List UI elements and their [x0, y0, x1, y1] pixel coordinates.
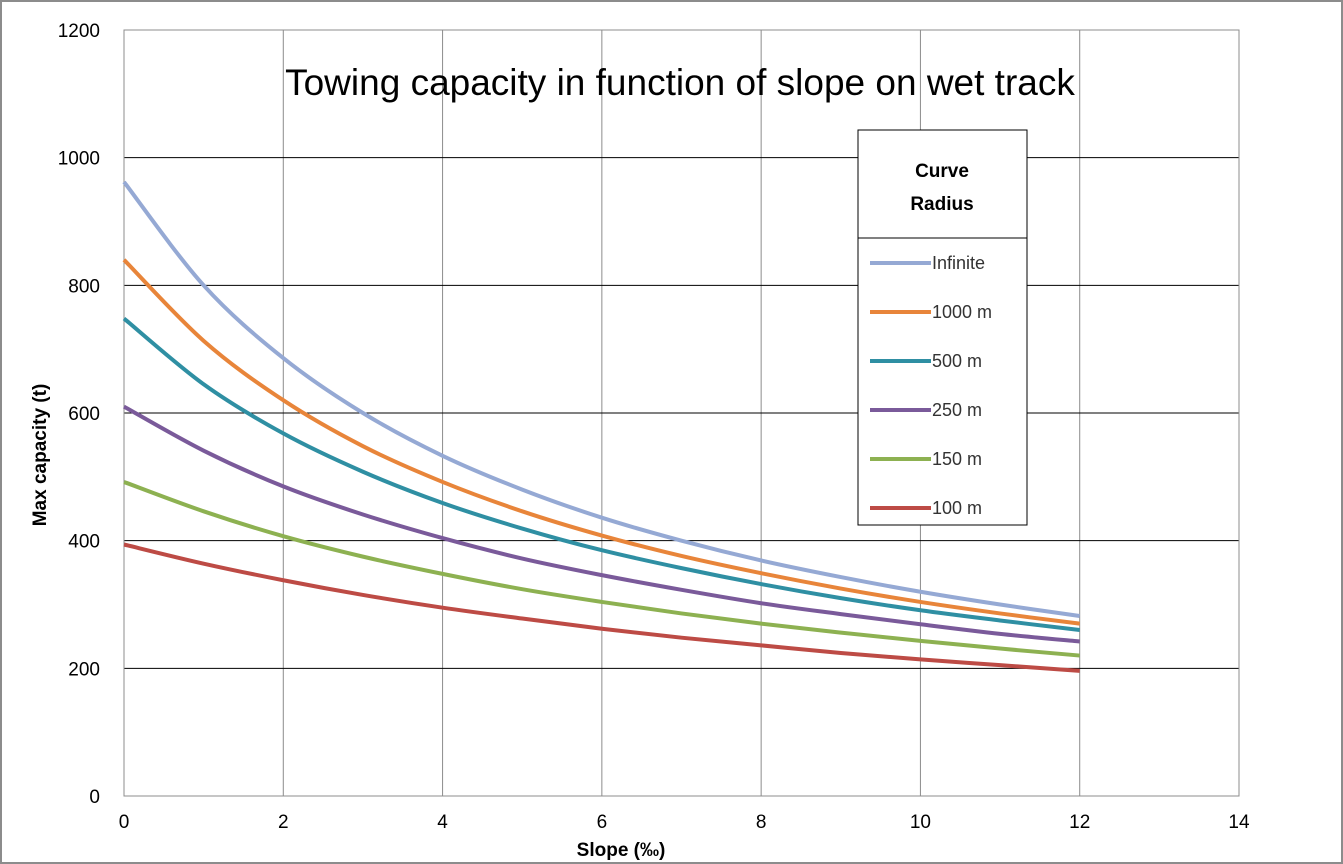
series-lines — [122, 180, 1080, 673]
x-tick-label: 6 — [597, 812, 608, 833]
series-line-1 — [122, 258, 1080, 626]
series-line-2 — [122, 316, 1080, 633]
x-tick-label: 12 — [1069, 812, 1090, 833]
legend-items: Infinite 1000 m 500 m 250 m 150 m 100 m — [870, 253, 992, 518]
plot-area-border — [123, 29, 1240, 797]
series-line-4 — [123, 480, 1080, 658]
x-tick-label: 8 — [756, 812, 767, 833]
x-tick-label: 0 — [119, 812, 130, 833]
chart-title: Towing capacity in function of slope on … — [285, 62, 1075, 103]
y-tick-label: 400 — [68, 532, 100, 553]
series-line-0 — [122, 180, 1080, 618]
x-tick-label: 10 — [910, 812, 931, 833]
x-axis-ticks: 0 2 4 6 8 10 12 14 — [119, 812, 1250, 833]
y-tick-label: 1000 — [58, 149, 100, 170]
y-axis-ticks: 0 200 400 600 800 1000 1200 — [58, 21, 100, 808]
legend-items-box — [857, 237, 1028, 526]
series-line-3 — [123, 404, 1080, 644]
legend-title-line2: Radius — [910, 194, 973, 215]
y-tick-label: 0 — [89, 787, 100, 808]
legend-label: 100 m — [932, 498, 982, 518]
x-tick-label: 14 — [1228, 812, 1250, 833]
legend-title-line1: Curve — [915, 161, 969, 182]
legend-label: 500 m — [932, 351, 982, 371]
y-tick-label: 600 — [68, 404, 100, 425]
legend: Curve Radius Infinite 1000 m 500 m 250 m 150… — [857, 129, 1028, 526]
legend-label: 150 m — [932, 449, 982, 469]
x-tick-label: 2 — [278, 812, 289, 833]
y-tick-label: 200 — [68, 659, 100, 680]
y-axis-label: Max capacity (t) — [30, 384, 51, 527]
series-line-5 — [123, 542, 1080, 673]
y-tick-label: 1200 — [58, 21, 100, 42]
y-tick-label: 800 — [68, 276, 100, 297]
legend-label: 1000 m — [932, 302, 992, 322]
x-axis-label: Slope (‰) — [577, 840, 666, 861]
legend-label: Infinite — [932, 253, 985, 273]
x-tick-label: 4 — [437, 812, 448, 833]
legend-label: 250 m — [932, 400, 982, 420]
legend-title-box — [857, 129, 1028, 239]
